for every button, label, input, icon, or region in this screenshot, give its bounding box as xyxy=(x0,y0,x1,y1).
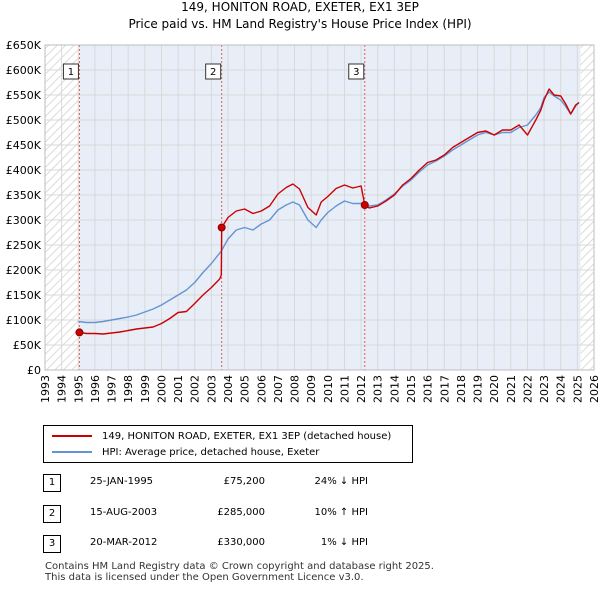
sale-date: 20-MAR-2012 xyxy=(90,537,158,548)
sale-date: 15-AUG-2003 xyxy=(90,507,158,518)
x-tick-label: 2001 xyxy=(172,375,185,403)
x-tick-label: 2002 xyxy=(189,375,202,403)
x-tick-label: 1995 xyxy=(72,375,85,403)
x-tick-label: 2005 xyxy=(239,375,252,403)
legend-label-property: 149, HONITON ROAD, EXETER, EX1 3EP (deta… xyxy=(102,430,392,442)
sale-number-badge: 3 xyxy=(43,535,61,553)
sale-hpi-diff: 1% ↓ HPI xyxy=(320,537,368,548)
sale-number-badge: 2 xyxy=(43,505,61,523)
price-chart: 1 2 3 £0 £50K £100K £150K £200K £250K £300K £350K £… xyxy=(6,39,600,403)
y-tick-label: £300K xyxy=(6,214,42,227)
x-tick-label: 2006 xyxy=(255,375,268,403)
sale-hpi-diff: 10% ↑ HPI xyxy=(314,507,368,518)
hpi-series-line xyxy=(78,91,580,324)
x-tick-label: 2018 xyxy=(455,375,468,403)
x-tick-label: 2017 xyxy=(438,375,451,403)
sale-price: £330,000 xyxy=(217,537,265,548)
sale-row: 2 15-AUG-2003 £285,000 10% ↑ HPI xyxy=(43,505,403,525)
x-tick-label: 1994 xyxy=(56,375,69,403)
x-tick-label: 2025 xyxy=(571,375,584,403)
x-tick-label: 2014 xyxy=(388,375,401,403)
x-tick-label: 2024 xyxy=(555,375,568,403)
sale-price: £75,200 xyxy=(223,476,265,487)
footer-copyright: Contains HM Land Registry data © Crown c… xyxy=(45,561,434,572)
x-tick-label: 2026 xyxy=(588,375,600,403)
ownership-band xyxy=(79,45,222,370)
legend-label-hpi: HPI: Average price, detached house, Exet… xyxy=(102,446,320,458)
sale-date: 25-JAN-1995 xyxy=(90,476,154,487)
x-tick-label: 2012 xyxy=(355,375,368,403)
x-tick-label: 2016 xyxy=(422,375,435,403)
y-tick-label: £250K xyxy=(6,239,42,252)
x-tick-label: 2011 xyxy=(338,375,351,403)
x-tick-label: 2004 xyxy=(222,375,235,403)
sale-label-box xyxy=(62,63,79,80)
sale-point xyxy=(217,223,226,232)
y-tick-label: £100K xyxy=(6,314,42,327)
legend: 149, HONITON ROAD, EXETER, EX1 3EP (deta… xyxy=(43,425,413,463)
chart-subtitle: Price paid vs. HM Land Registry's House … xyxy=(128,17,472,31)
sale-label-box xyxy=(348,63,365,80)
y-tick-label: £600K xyxy=(6,64,42,77)
x-tick-label: 2019 xyxy=(472,375,485,403)
sale-label-text: 3 xyxy=(353,67,359,78)
legend-item-hpi: HPI: Average price, detached house, Exet… xyxy=(52,445,319,459)
y-tick-label: £400K xyxy=(6,164,42,177)
y-tick-label: £200K xyxy=(6,264,42,277)
y-tick-label: £150K xyxy=(6,289,42,302)
x-tick-label: 1993 xyxy=(39,375,52,403)
sale-point xyxy=(75,328,84,337)
x-tick-label: 2008 xyxy=(289,375,302,403)
y-tick-label: £0 xyxy=(27,364,41,377)
sale-number-badge: 1 xyxy=(43,474,61,492)
sale-point xyxy=(360,201,369,209)
y-tick-label: £350K xyxy=(6,189,42,202)
x-tick-label: 2021 xyxy=(505,375,518,403)
legend-item-property: 149, HONITON ROAD, EXETER, EX1 3EP (deta… xyxy=(52,429,391,443)
y-tick-label: £550K xyxy=(6,89,42,102)
sale-row: 3 20-MAR-2012 £330,000 1% ↓ HPI xyxy=(43,535,403,555)
ownership-band xyxy=(221,45,365,370)
x-tick-label: 1996 xyxy=(89,375,102,403)
x-tick-label: 1997 xyxy=(106,375,119,403)
plot-border xyxy=(44,44,595,371)
legend-swatch-property xyxy=(52,435,92,437)
x-tick-label: 1999 xyxy=(139,375,152,403)
y-tick-label: £50K xyxy=(13,339,42,352)
x-tick-label: 2007 xyxy=(272,375,285,403)
x-tick-label: 2000 xyxy=(155,375,168,403)
x-tick-label: 2022 xyxy=(521,375,534,403)
sale-hpi-diff: 24% ↓ HPI xyxy=(314,476,368,487)
sale-row: 1 25-JAN-1995 £75,200 24% ↓ HPI xyxy=(43,474,403,494)
property-series-line xyxy=(79,88,580,335)
footer-licence: This data is licensed under the Open Gov… xyxy=(45,572,364,583)
no-data-hatch xyxy=(580,45,594,370)
x-tick-label: 2020 xyxy=(488,375,501,403)
x-tick-label: 2010 xyxy=(322,375,335,403)
sale-label-text: 1 xyxy=(68,67,74,78)
y-tick-label: £450K xyxy=(6,139,42,152)
y-tick-label: £650K xyxy=(6,39,42,52)
legend-swatch-hpi xyxy=(52,451,92,453)
chart-title: 149, HONITON ROAD, EXETER, EX1 3EP xyxy=(181,0,419,14)
x-tick-label: 2003 xyxy=(205,375,218,403)
x-tick-label: 1998 xyxy=(122,375,135,403)
sale-label-text: 2 xyxy=(210,67,216,78)
x-tick-label: 2023 xyxy=(538,375,551,403)
x-tick-label: 2013 xyxy=(372,375,385,403)
x-tick-label: 2015 xyxy=(405,375,418,403)
y-tick-label: £500K xyxy=(6,114,42,127)
sale-price: £285,000 xyxy=(217,507,265,518)
x-tick-label: 2009 xyxy=(305,375,318,403)
sale-label-box xyxy=(205,63,222,80)
